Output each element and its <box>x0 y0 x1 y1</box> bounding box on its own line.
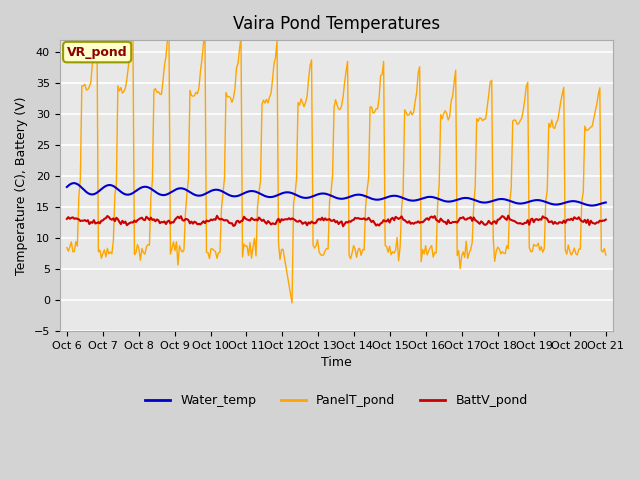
Text: VR_pond: VR_pond <box>67 46 127 59</box>
Title: Vaira Pond Temperatures: Vaira Pond Temperatures <box>233 15 440 33</box>
X-axis label: Time: Time <box>321 356 352 369</box>
Y-axis label: Temperature (C), Battery (V): Temperature (C), Battery (V) <box>15 96 28 275</box>
Legend: Water_temp, PanelT_pond, BattV_pond: Water_temp, PanelT_pond, BattV_pond <box>140 389 532 412</box>
